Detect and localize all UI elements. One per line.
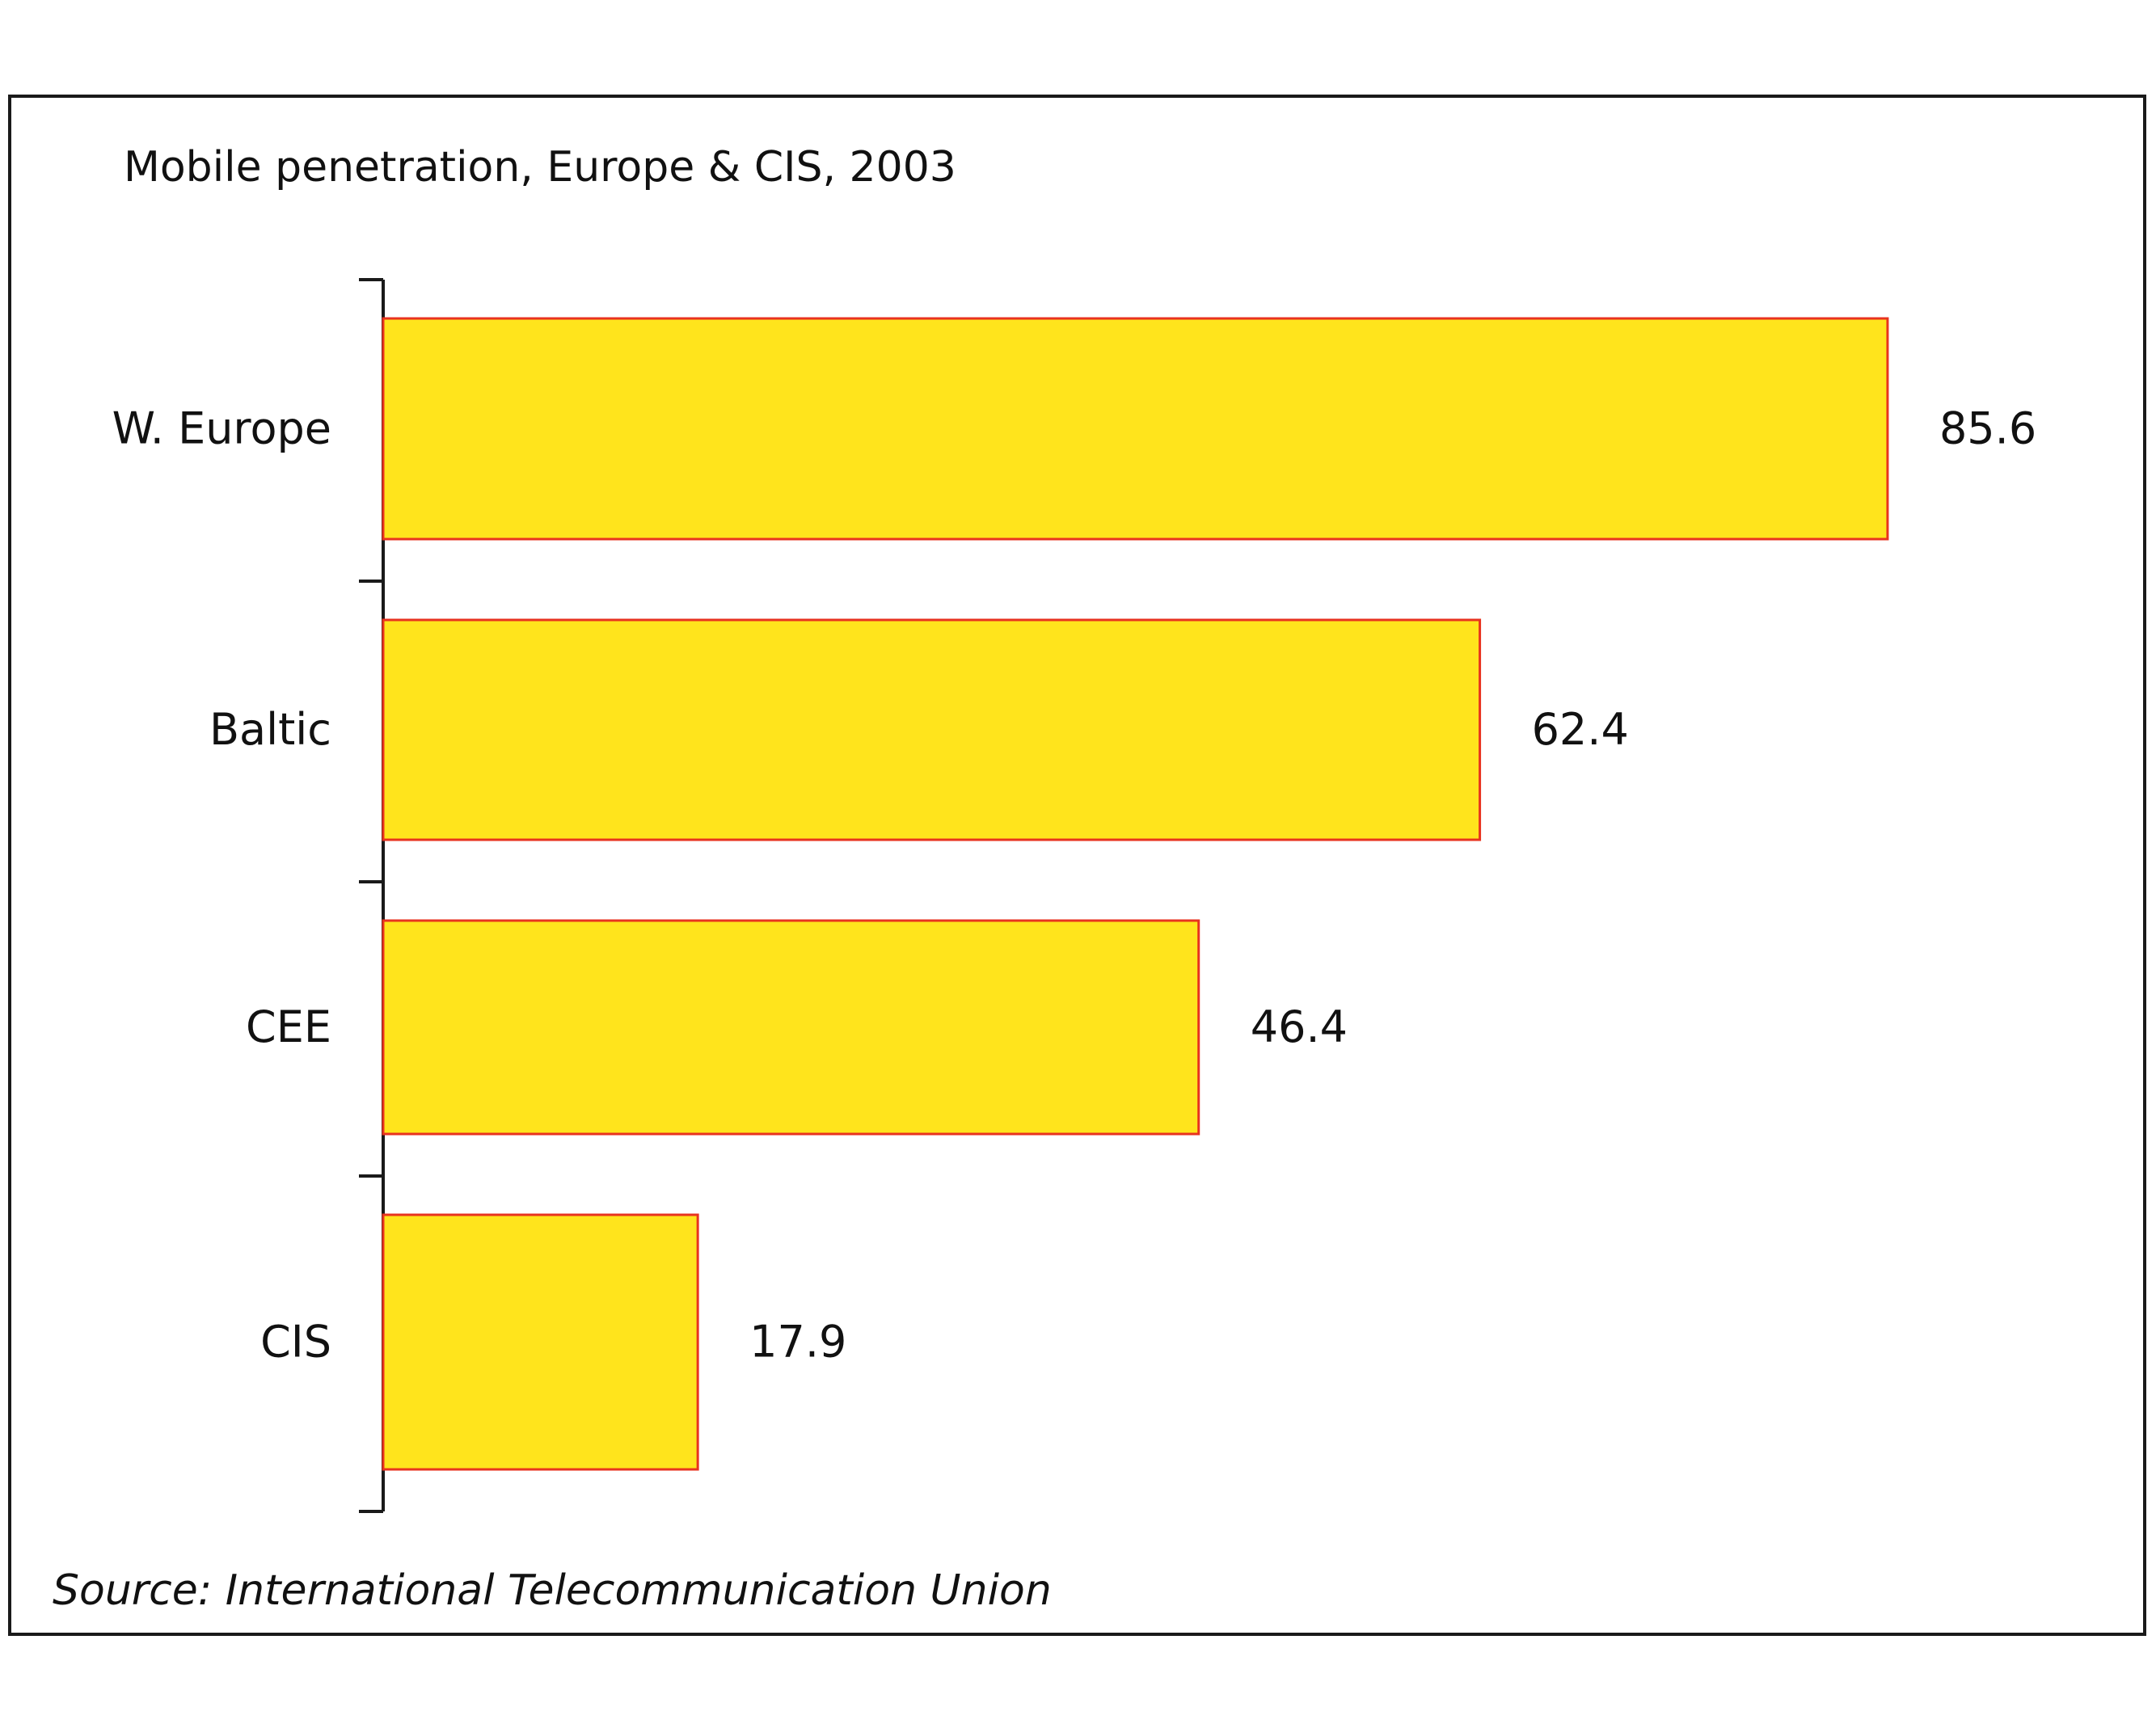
- category-label: CIS: [260, 1317, 331, 1368]
- category-label: W. Europe: [112, 403, 331, 454]
- value-labels: 85.6 62.4 46.4 17.9: [749, 403, 2036, 1368]
- category-labels: W. Europe Baltic CEE CIS: [112, 403, 331, 1368]
- bar-cis: [382, 1213, 699, 1471]
- category-label: Baltic: [209, 704, 331, 755]
- bar-cee: [382, 919, 1200, 1136]
- value-label: 46.4: [1251, 1001, 1348, 1052]
- bars: [382, 317, 1889, 1471]
- value-label: 85.6: [1939, 403, 2036, 454]
- chart-title: Mobile penetration, Europe & CIS, 2003: [124, 143, 956, 192]
- source-note: Source: International Telecommunication …: [53, 1566, 1052, 1615]
- value-label: 62.4: [1532, 704, 1629, 755]
- bar-w-europe: [382, 317, 1889, 541]
- bar-baltic: [382, 618, 1482, 841]
- y-axis: [359, 278, 385, 1513]
- value-label: 17.9: [749, 1317, 846, 1368]
- category-label: CEE: [246, 1001, 331, 1052]
